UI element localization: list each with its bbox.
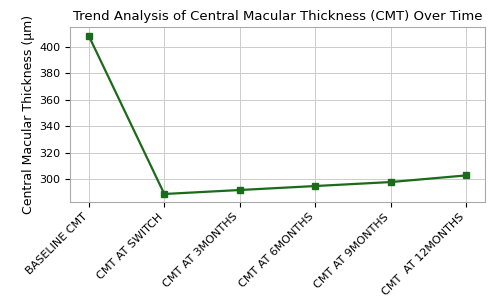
Title: Trend Analysis of Central Macular Thickness (CMT) Over Time: Trend Analysis of Central Macular Thickn… (73, 10, 482, 23)
Y-axis label: Central Macular Thickness (μm): Central Macular Thickness (μm) (22, 15, 35, 214)
